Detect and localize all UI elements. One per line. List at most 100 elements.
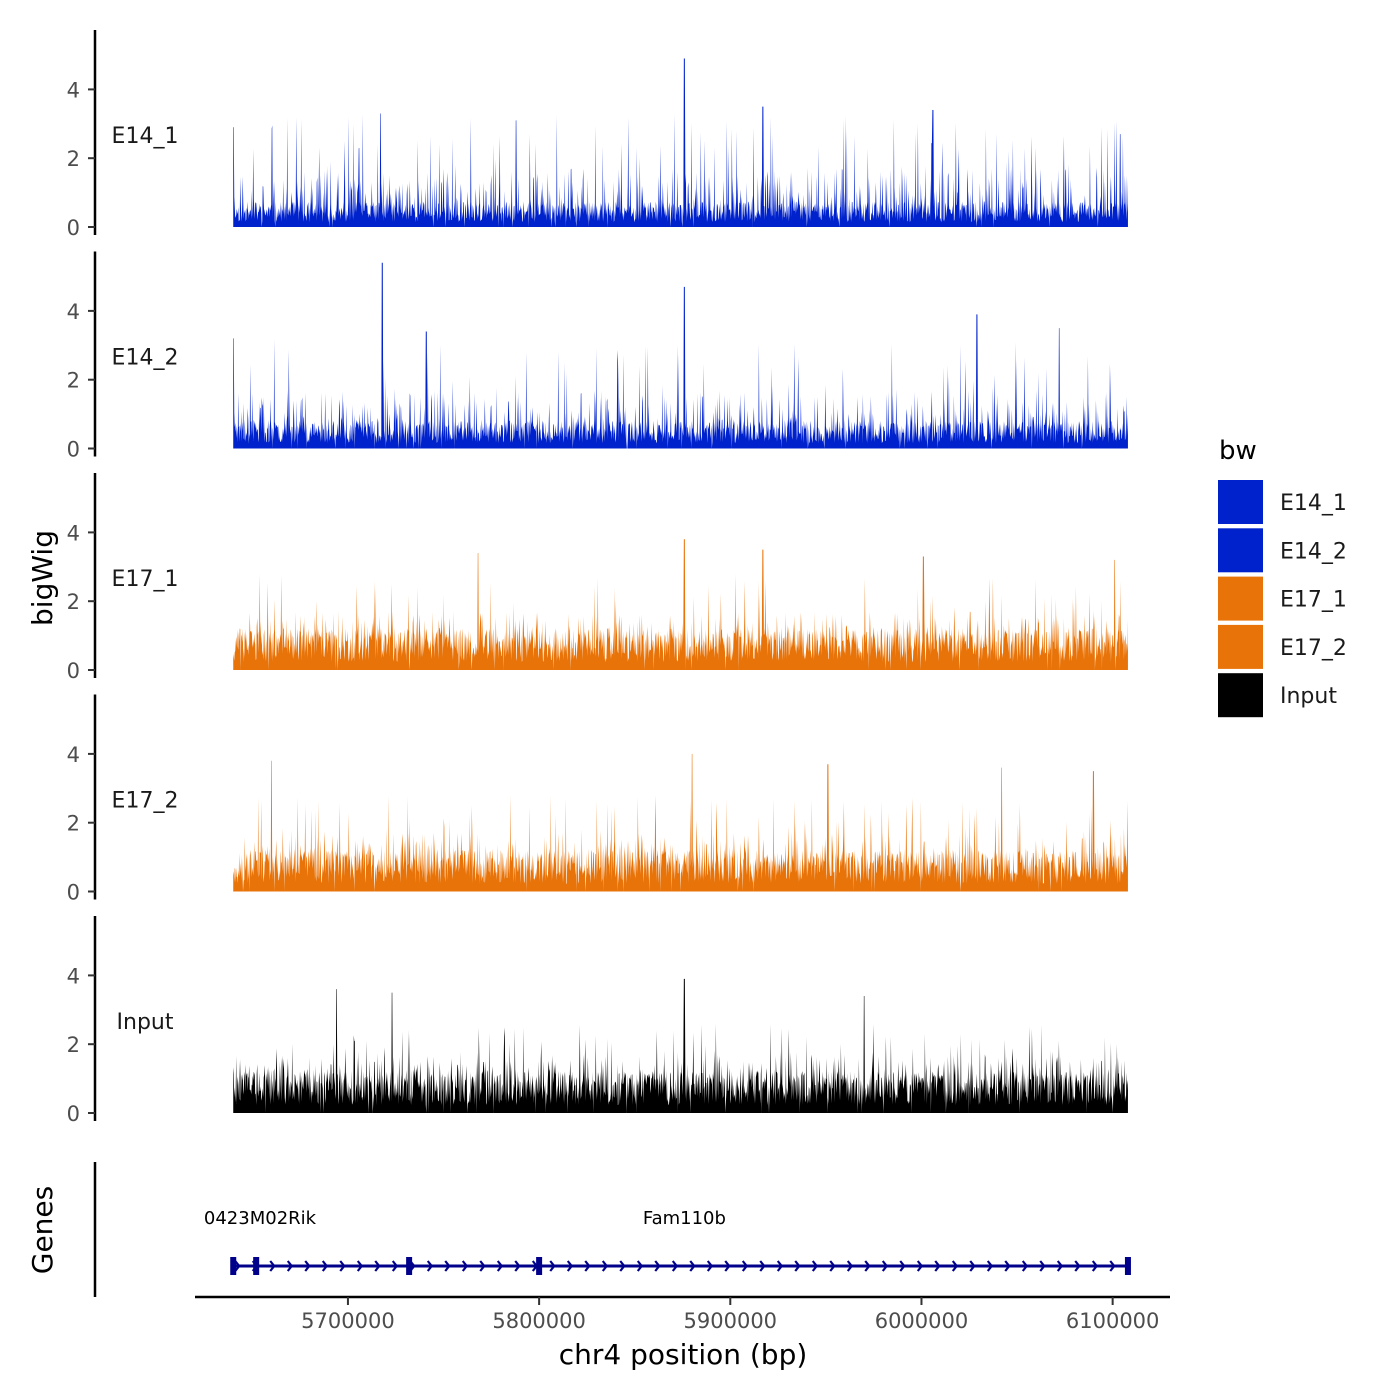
y-tick-label: 0 [67, 216, 80, 240]
strand-arrow [601, 1260, 609, 1272]
track-panel-e14-1: 0 2 4 E14_1 [67, 30, 1128, 240]
gene-exon [536, 1257, 543, 1275]
x-tick-label: 5700000 [301, 1309, 395, 1333]
track-panel-e14-2: 0 2 4 E14_2 [67, 251, 1128, 462]
strand-arrow [234, 1260, 241, 1272]
strand-arrow [304, 1260, 311, 1272]
strand-arrow [496, 1260, 504, 1272]
strand-arrow [934, 1260, 941, 1272]
gene-exon [1124, 1257, 1131, 1275]
track-label-e14-2: E14_2 [112, 346, 179, 371]
strand-arrow [811, 1260, 819, 1272]
legend-label-e17-2: E17_2 [1280, 636, 1347, 661]
y-tick-label: 0 [67, 881, 80, 905]
strand-arrow [846, 1260, 854, 1272]
strand-arrow [286, 1260, 294, 1272]
legend-swatch-input [1218, 673, 1263, 718]
strand-arrow [619, 1260, 626, 1272]
legend-swatch-e17-1 [1218, 576, 1263, 621]
y-tick-label: 0 [67, 1102, 80, 1126]
strand-arrow [584, 1260, 591, 1272]
y-tick-label: 4 [67, 521, 80, 545]
x-axis-title: chr4 position (bp) [559, 1338, 808, 1371]
strand-arrow [391, 1260, 399, 1272]
track-panel-input: 0 2 4 Input [67, 916, 1128, 1126]
legend: bw E14_1 E14_2 E17_1 E17_2 Input [1218, 436, 1347, 718]
strand-arrow [1021, 1260, 1029, 1272]
x-tick-label: 6100000 [1066, 1309, 1160, 1333]
y-tick-label: 4 [67, 743, 80, 767]
track-panel-e17-2: 0 2 4 E17_2 [67, 694, 1128, 905]
strand-arrow [899, 1260, 906, 1272]
track-label-e17-1: E17_1 [112, 567, 179, 592]
x-tick-label: 6000000 [875, 1309, 969, 1333]
strand-arrow [1004, 1260, 1011, 1272]
genes-axis-title: Genes [26, 1186, 59, 1274]
y-tick-label: 2 [67, 147, 80, 171]
strand-arrow [951, 1260, 959, 1272]
gene-exon [253, 1257, 260, 1275]
y-tick-label: 0 [67, 659, 80, 683]
strand-arrow [741, 1260, 749, 1272]
strand-arrow [1109, 1260, 1116, 1272]
x-axis: 5700000 5800000 5900000 6000000 6100000 [195, 1295, 1170, 1333]
legend-swatch-e14-2 [1218, 528, 1263, 573]
strand-arrow [969, 1260, 976, 1272]
strand-arrow [654, 1260, 661, 1272]
strand-arrow [724, 1260, 731, 1272]
strand-arrow [794, 1260, 801, 1272]
strand-arrow [1056, 1260, 1064, 1272]
signal-area-e14-2 [233, 262, 1128, 449]
strand-arrow [689, 1260, 696, 1272]
strand-arrow [461, 1260, 469, 1272]
y-tick-label: 2 [67, 590, 80, 614]
track-label-e14-1: E14_1 [112, 124, 179, 149]
legend-swatch-e14-1 [1218, 480, 1263, 524]
strand-arrow [444, 1260, 451, 1272]
strand-arrow [356, 1260, 364, 1272]
gene-label-0423m02rik: 0423M02Rik [204, 1208, 317, 1229]
y-tick-label: 0 [67, 438, 80, 462]
strand-arrow [1074, 1260, 1081, 1272]
strand-arrow [339, 1260, 346, 1272]
strand-arrow [776, 1260, 784, 1272]
y-tick-label: 2 [67, 369, 80, 393]
gene-exon [406, 1257, 413, 1275]
strand-arrow [636, 1260, 644, 1272]
strand-arrow [916, 1260, 924, 1272]
strand-arrow [479, 1260, 486, 1272]
track-panels: 0 2 4 E14_1 0 2 4 E14_2 0 2 4 E17_1 0 2 4 E17_2 0 2 4 Input [67, 30, 1128, 1126]
strand-arrow [671, 1260, 679, 1272]
strand-arrow [269, 1260, 276, 1272]
strand-arrow [374, 1260, 381, 1272]
legend-label-e14-2: E14_2 [1280, 539, 1347, 564]
y-tick-label: 4 [67, 964, 80, 988]
y-tick-label: 2 [67, 1033, 80, 1057]
legend-label-input: Input [1280, 684, 1337, 709]
strand-arrow [864, 1260, 871, 1272]
y-tick-label: 4 [67, 300, 80, 324]
track-label-e17-2: E17_2 [112, 789, 179, 814]
y-tick-label: 4 [67, 78, 80, 102]
strand-arrow [759, 1260, 766, 1272]
legend-swatch-e17-2 [1218, 624, 1263, 669]
signal-area-input [233, 978, 1128, 1113]
signal-area-e17-2 [233, 753, 1128, 892]
strand-arrow [514, 1260, 521, 1272]
strand-arrow [549, 1260, 556, 1272]
strand-arrow [1039, 1260, 1046, 1272]
strand-arrow [1091, 1260, 1099, 1272]
strand-arrow [881, 1260, 889, 1272]
legend-title: bw [1219, 436, 1257, 466]
strand-arrow [426, 1260, 434, 1272]
legend-label-e17-1: E17_1 [1280, 588, 1347, 613]
genes-track: 0423M02Rik Fam110b [93, 1162, 1131, 1297]
y-axis-title: bigWig [26, 530, 59, 626]
gene-label-fam110b: Fam110b [643, 1208, 726, 1229]
gene-exon [230, 1257, 237, 1275]
y-tick-label: 2 [67, 812, 80, 836]
strand-arrow [566, 1260, 574, 1272]
legend-label-e14-1: E14_1 [1280, 491, 1347, 516]
track-panel-e17-1: 0 2 4 E17_1 [67, 473, 1128, 683]
